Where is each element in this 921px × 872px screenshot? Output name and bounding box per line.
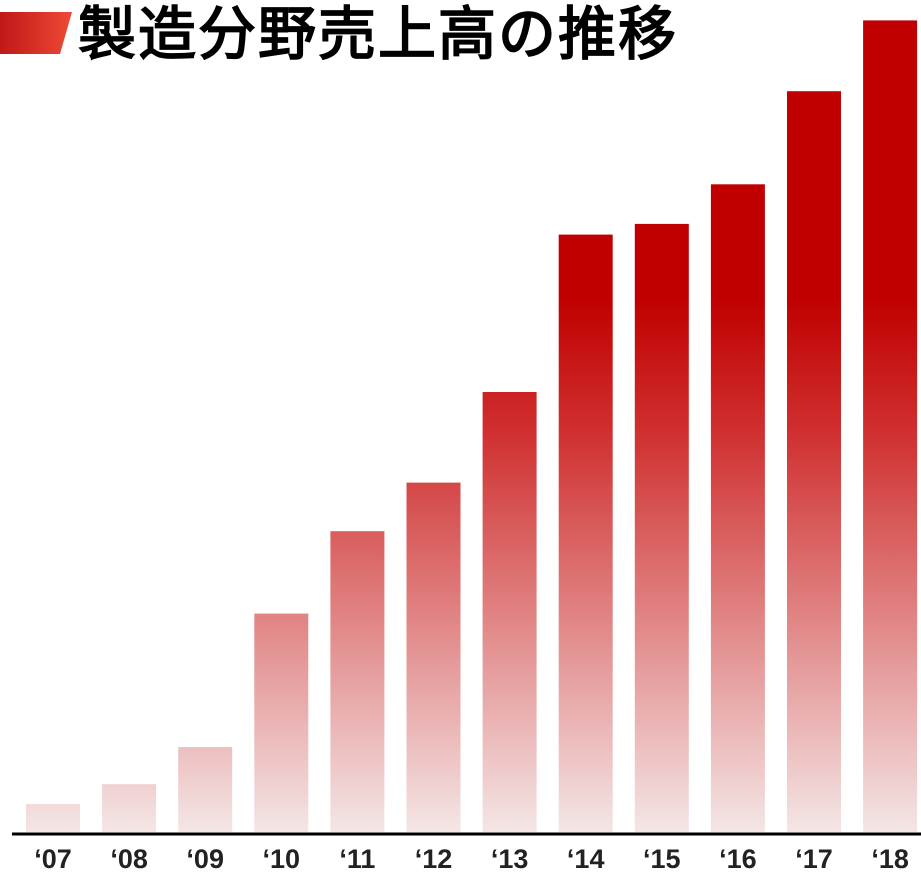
- chart-title: 製造分野売上高の推移: [78, 0, 679, 68]
- x-tick-label-6: ‘13: [491, 844, 529, 872]
- x-tick-label-9: ‘16: [719, 844, 757, 872]
- x-tick-label-11: ‘18: [871, 844, 909, 872]
- x-tick-labels: ‘07 ‘08 ‘09 ‘10 ‘11 ‘12 ‘13 ‘14 ‘15 ‘16 ‘17 ‘18: [34, 844, 909, 872]
- bar-6: [482, 392, 537, 832]
- bar-5: [406, 482, 461, 832]
- x-tick-label-7: ‘14: [567, 844, 605, 872]
- x-tick-label-1: ‘08: [110, 844, 148, 872]
- bar-11: [863, 20, 918, 832]
- x-tick-label-3: ‘10: [263, 844, 301, 872]
- x-tick-label-8: ‘15: [643, 844, 681, 872]
- bar-10: [787, 91, 841, 832]
- x-tick-label-5: ‘12: [415, 844, 453, 872]
- bar-2: [178, 747, 233, 832]
- x-tick-label-4: ‘11: [339, 844, 375, 872]
- bar-3: [254, 613, 309, 832]
- bars-group: [26, 20, 918, 833]
- x-tick-label-0: ‘07: [34, 844, 72, 872]
- bar-7: [558, 234, 613, 833]
- bar-8: [634, 223, 689, 832]
- bar-1: [102, 784, 157, 832]
- bar-9: [710, 184, 765, 833]
- bar-4: [330, 531, 385, 832]
- bar-0: [26, 804, 80, 832]
- x-tick-label-2: ‘09: [186, 844, 224, 872]
- title-accent-shape: [0, 12, 72, 54]
- x-tick-label-10: ‘17: [795, 844, 833, 872]
